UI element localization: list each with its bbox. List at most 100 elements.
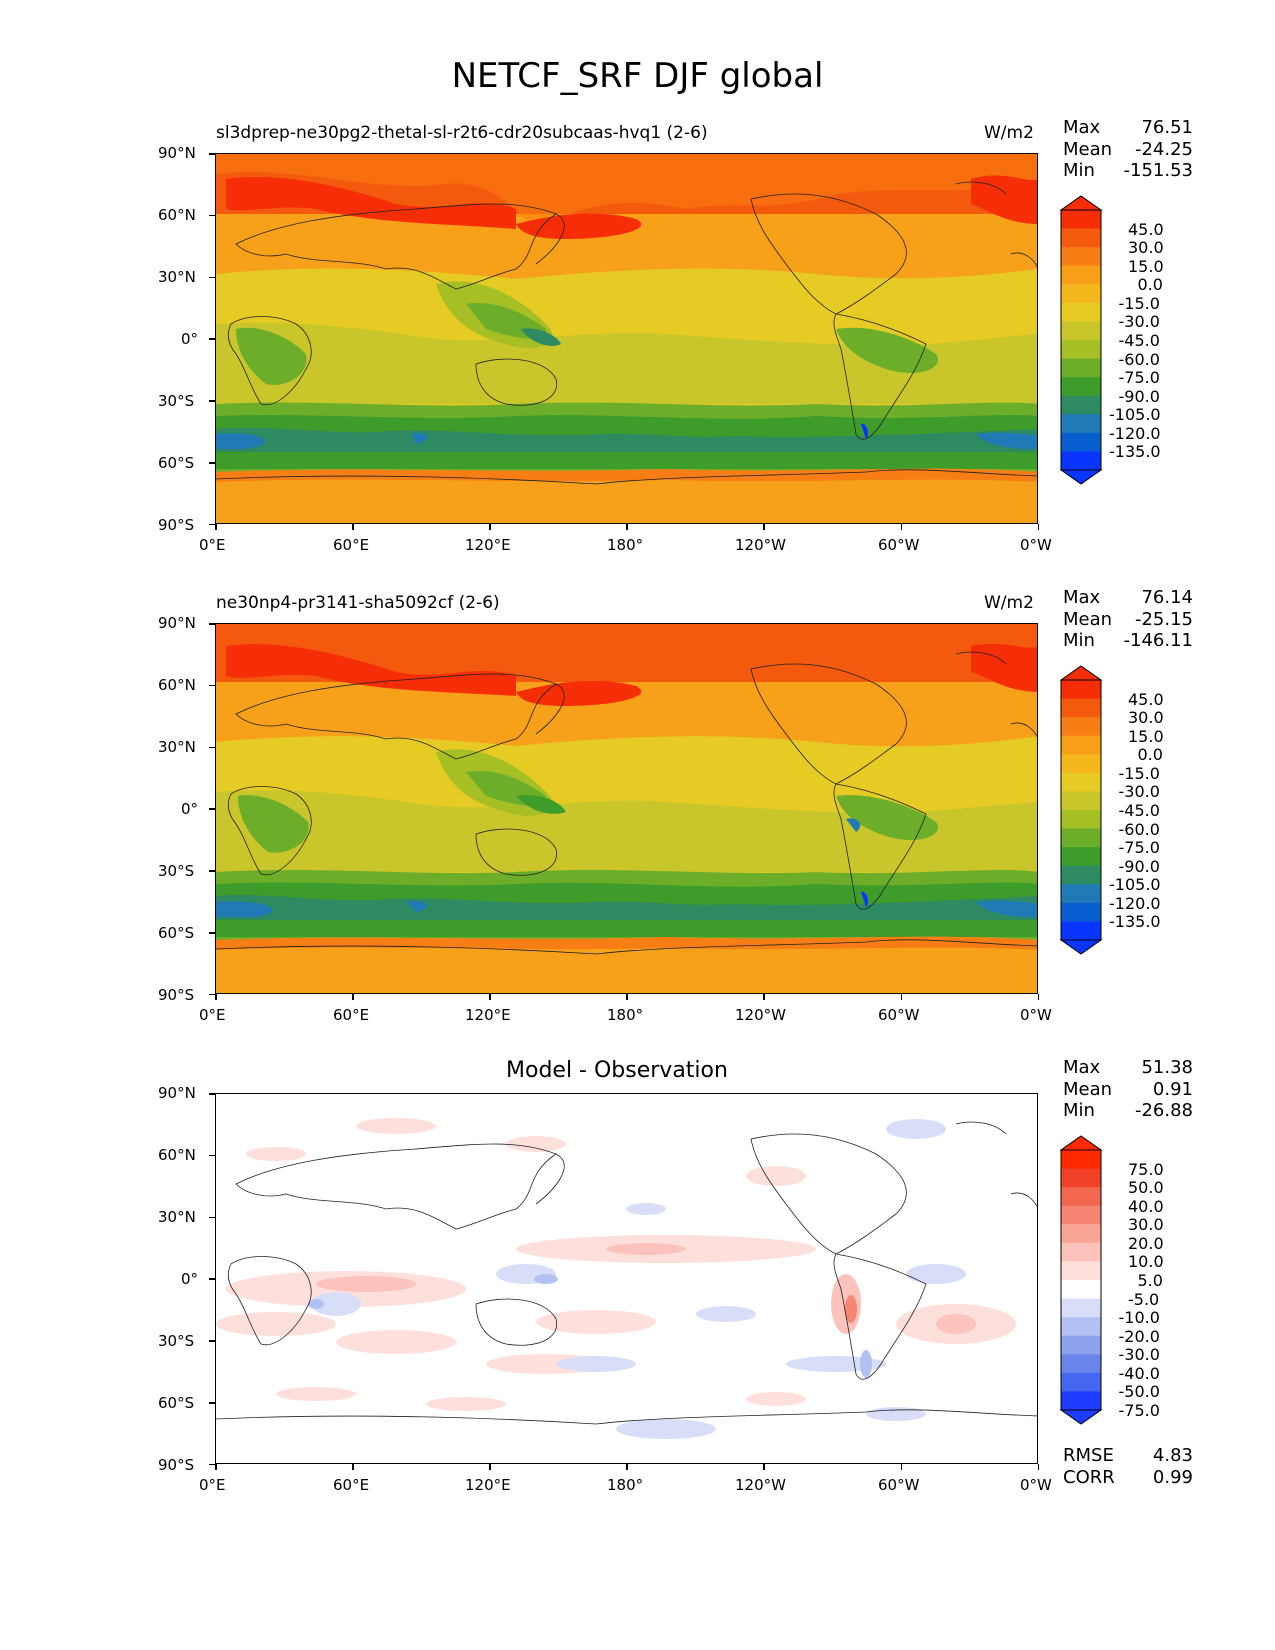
colorbar-segment xyxy=(1061,432,1101,452)
colorbar-segment xyxy=(1061,358,1101,378)
colorbar-segment xyxy=(1061,228,1101,248)
lat-tick-label: 30°S xyxy=(158,392,195,410)
colorbar-tick-label: -90.0 xyxy=(1118,386,1160,406)
lon-tick-mark xyxy=(352,524,354,530)
panel-3-title: Model - Observation xyxy=(506,1058,728,1083)
colorbar-max-extension xyxy=(1059,1135,1103,1151)
colorbar-segment xyxy=(1061,1354,1101,1374)
stat-rmse-value: 4.83 xyxy=(1152,1445,1193,1466)
stat-max-value: 76.14 xyxy=(1141,587,1193,608)
lon-tick-label: 180° xyxy=(607,1476,644,1494)
colorbar-tick-label: -45.0 xyxy=(1118,331,1160,350)
lat-tick-mark xyxy=(209,276,215,279)
lat-tick-mark xyxy=(209,808,215,810)
lon-tick-label: 0°W xyxy=(1020,536,1052,554)
lon-tick-mark xyxy=(626,524,628,530)
lat-tick-label: 0° xyxy=(181,330,199,348)
lat-tick-mark xyxy=(209,338,215,340)
colorbar-tick-label: -30.0 xyxy=(1118,312,1160,332)
colorbar-tick-label: 20.0 xyxy=(1128,1233,1164,1253)
lon-tick-mark xyxy=(352,1464,354,1470)
colorbar-segment xyxy=(1061,828,1101,848)
colorbar-tick-label: 30.0 xyxy=(1128,708,1164,728)
colorbar-tick-label: -30.0 xyxy=(1118,1345,1160,1365)
lat-tick-label: 30°N xyxy=(158,1208,196,1226)
colorbar-tick-label: -30.0 xyxy=(1118,782,1160,802)
lon-tick-label: 120°W xyxy=(735,536,786,554)
colorbar-tick-label: -20.0 xyxy=(1118,1326,1160,1346)
lat-tick-mark xyxy=(209,462,215,464)
lat-tick-label: 30°N xyxy=(158,738,196,756)
lat-tick-label: 90°N xyxy=(158,144,196,162)
stat-corr-label: CORR xyxy=(1063,1466,1115,1488)
colorbar-tick-label: -60.0 xyxy=(1118,819,1160,839)
colorbar-segment xyxy=(1061,1280,1101,1300)
stat-rmse-label: RMSE xyxy=(1063,1445,1114,1466)
lon-tick-mark xyxy=(900,994,902,1000)
panel-1-title: sl3dprep-ne30pg2-thetal-sl-r2t6-cdr20sub… xyxy=(216,123,708,143)
colorbar-segment xyxy=(1061,921,1101,941)
stat-max-value: 76.51 xyxy=(1141,117,1193,138)
colorbar-segment xyxy=(1061,1372,1101,1392)
lat-tick-label: 0° xyxy=(181,800,199,818)
stat-mean-value: -25.15 xyxy=(1134,608,1193,630)
lat-tick-mark xyxy=(209,214,215,217)
colorbar-segment xyxy=(1061,284,1101,304)
colorbar-tick-label: -40.0 xyxy=(1118,1363,1160,1383)
lon-tick-mark xyxy=(1037,524,1040,530)
lat-tick-mark xyxy=(209,623,215,625)
colorbar-segment xyxy=(1061,735,1101,755)
colorbar-segment xyxy=(1061,321,1101,341)
colorbar-tick-label: 30.0 xyxy=(1128,238,1164,258)
colorbar-segment xyxy=(1061,377,1101,397)
colorbar-segment xyxy=(1061,1150,1101,1170)
colorbar-max-extension xyxy=(1059,665,1103,681)
lon-tick-mark xyxy=(215,994,217,1000)
stat-mean-label: Mean xyxy=(1063,608,1113,630)
colorbar-tick-label: 30.0 xyxy=(1128,1215,1164,1235)
lon-tick-mark xyxy=(900,1464,902,1470)
colorbar-tick-label: 45.0 xyxy=(1128,689,1164,709)
colorbar-tick-label: 5.0 xyxy=(1137,1271,1163,1290)
lat-tick-label: 90°S xyxy=(158,516,195,534)
lat-tick-mark xyxy=(209,400,215,402)
lon-tick-mark xyxy=(900,524,902,530)
colorbar-tick-label: -75.0 xyxy=(1118,838,1160,858)
colorbar-segment xyxy=(1061,902,1101,922)
colorbar-segment xyxy=(1061,1168,1101,1188)
panel-1-units: W/m2 xyxy=(984,123,1034,143)
colorbar-tick-label: -105.0 xyxy=(1109,405,1161,425)
colorbar-segment xyxy=(1061,1391,1101,1411)
lon-tick-mark xyxy=(1037,1464,1040,1470)
colorbar-min-extension xyxy=(1059,939,1103,955)
stat-max-value: 51.38 xyxy=(1141,1057,1193,1078)
lat-tick-label: 60°S xyxy=(158,924,195,942)
stat-min-value: -151.53 xyxy=(1123,160,1193,181)
colorbar-segment xyxy=(1061,698,1101,718)
lon-tick-mark xyxy=(763,524,765,530)
lat-tick-label: 60°S xyxy=(158,1394,195,1412)
colorbar-segment xyxy=(1061,340,1101,360)
colorbar-segment xyxy=(1061,717,1101,737)
lat-tick-mark xyxy=(209,1216,215,1219)
lon-tick-label: 0°W xyxy=(1020,1006,1052,1024)
lat-tick-mark xyxy=(209,1154,215,1157)
stat-min-label: Min xyxy=(1063,160,1095,181)
lon-tick-label: 180° xyxy=(607,1006,644,1024)
colorbar-segment xyxy=(1061,210,1101,230)
colorbar-segment xyxy=(1061,680,1101,700)
colorbar-tick-label: -120.0 xyxy=(1109,423,1161,443)
colorbar-tick-label: 0.0 xyxy=(1137,745,1163,765)
panel-2-units: W/m2 xyxy=(984,593,1034,613)
colorbar-tick-label: 0.0 xyxy=(1137,275,1163,295)
panel-2-title: ne30np4-pr3141-sha5092cf (2-6) xyxy=(216,593,500,613)
colorbar-tick-label: -50.0 xyxy=(1118,1382,1160,1402)
lon-tick-label: 120°E xyxy=(465,536,511,554)
colorbar-tick-label: -45.0 xyxy=(1118,801,1160,820)
panel-2-colorbar xyxy=(1059,665,1103,955)
panel-3-stats: Max 51.38 Mean 0.91 Min -26.88 xyxy=(1063,1057,1193,1122)
lat-tick-label: 60°N xyxy=(158,1146,196,1164)
colorbar-segment xyxy=(1061,865,1101,885)
colorbar-tick-label: 50.0 xyxy=(1128,1178,1164,1198)
lon-tick-label: 120°E xyxy=(465,1476,511,1494)
